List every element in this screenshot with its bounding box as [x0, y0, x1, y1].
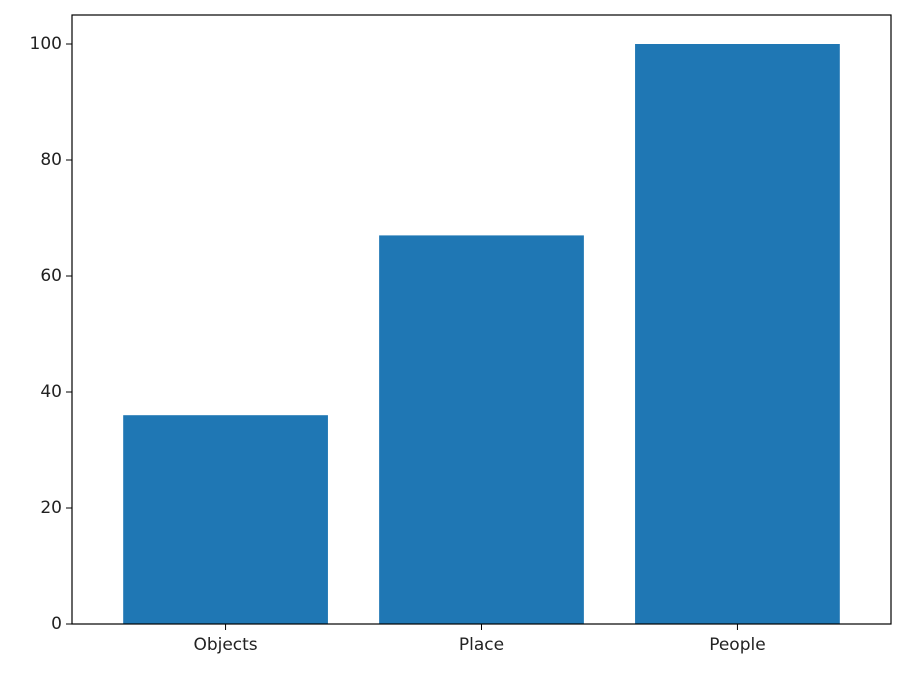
x-tick-label: Place: [459, 635, 504, 655]
x-tick-label: People: [709, 635, 765, 655]
x-tick-label: Objects: [193, 635, 257, 655]
y-tick-label: 100: [30, 34, 62, 54]
bar-place: [379, 235, 584, 624]
y-tick-label: 20: [40, 498, 62, 518]
y-tick-label: 80: [40, 150, 62, 170]
y-tick-label: 40: [40, 382, 62, 402]
bars-layer: [123, 44, 840, 624]
y-axis: 0 20 40 60 80 100: [30, 34, 72, 634]
y-tick-label: 60: [40, 266, 62, 286]
bar-objects: [123, 415, 328, 624]
plot-frame: [71, 14, 892, 625]
x-axis: Objects Place People: [193, 624, 766, 655]
bar-people: [635, 44, 840, 624]
y-tick-label: 0: [51, 614, 62, 634]
